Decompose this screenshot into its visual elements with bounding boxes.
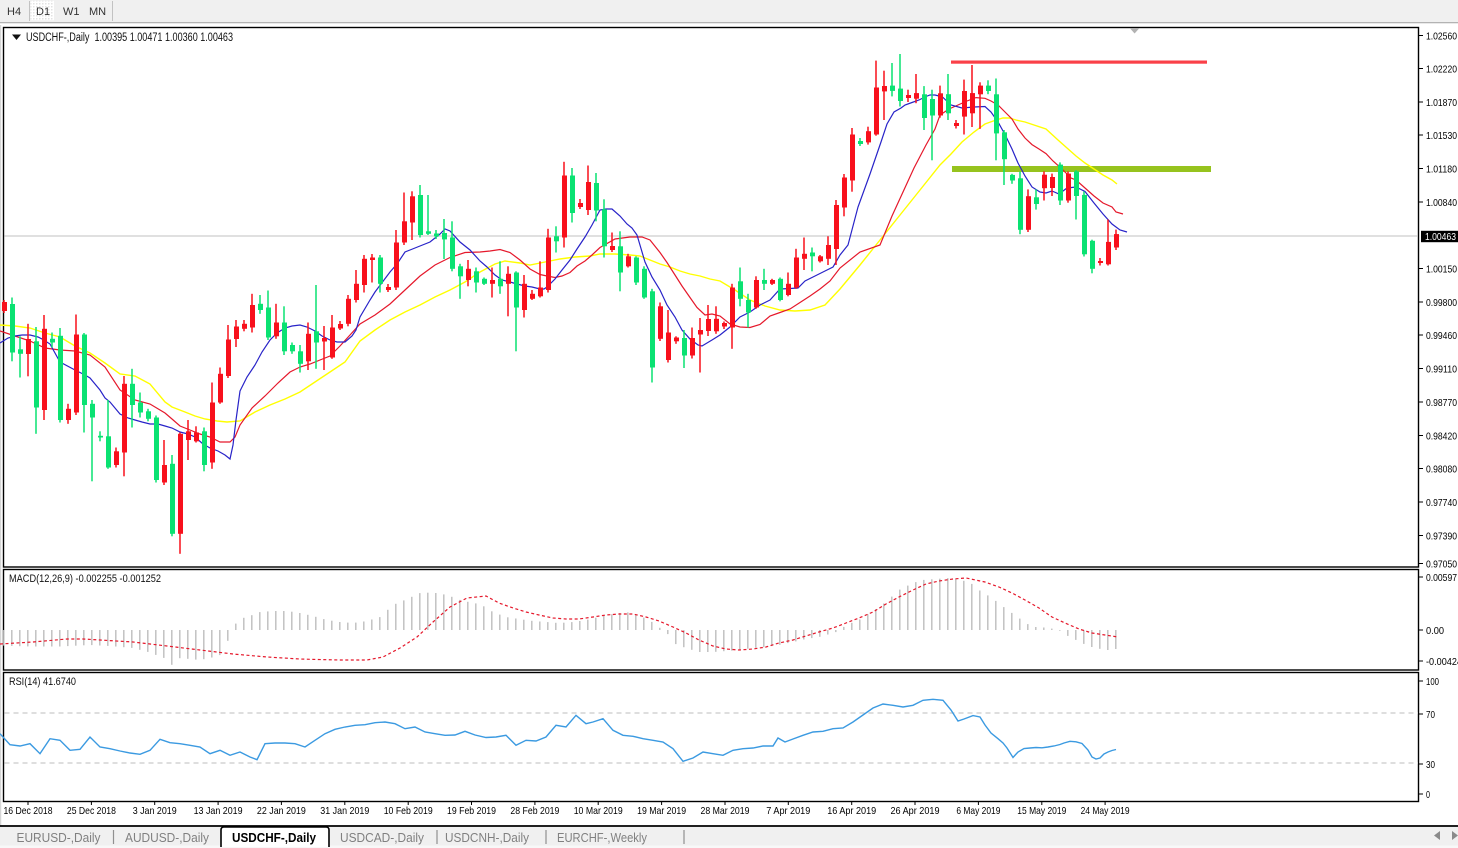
- svg-text:-0.00424: -0.00424: [1426, 656, 1458, 668]
- svg-text:26 Apr 2019: 26 Apr 2019: [891, 805, 940, 817]
- svg-text:1.01180: 1.01180: [1426, 164, 1457, 176]
- svg-text:0: 0: [1426, 789, 1430, 801]
- svg-text:3 Jan 2019: 3 Jan 2019: [133, 805, 177, 817]
- svg-text:19 Mar 2019: 19 Mar 2019: [637, 805, 686, 817]
- svg-text:1.01870: 1.01870: [1426, 97, 1457, 109]
- svg-text:10 Mar 2019: 10 Mar 2019: [574, 805, 623, 817]
- svg-text:0.98770: 0.98770: [1426, 397, 1457, 409]
- svg-text:19 Feb 2019: 19 Feb 2019: [447, 805, 496, 817]
- svg-text:MN: MN: [89, 6, 106, 18]
- svg-text:1.02220: 1.02220: [1426, 64, 1457, 76]
- svg-text:EURUSD-,Daily: EURUSD-,Daily: [17, 831, 102, 845]
- svg-text:1.01530: 1.01530: [1426, 130, 1457, 142]
- svg-text:24 May 2019: 24 May 2019: [1081, 805, 1130, 817]
- svg-text:0.97050: 0.97050: [1426, 559, 1457, 571]
- svg-text:0.00: 0.00: [1426, 625, 1444, 637]
- svg-text:D1: D1: [36, 6, 50, 18]
- svg-text:AUDUSD-,Daily: AUDUSD-,Daily: [125, 831, 210, 845]
- svg-text:1.00150: 1.00150: [1426, 264, 1457, 276]
- svg-text:100: 100: [1426, 676, 1439, 688]
- svg-text:16 Dec 2018: 16 Dec 2018: [4, 805, 53, 817]
- svg-text:USDCNH-,Daily: USDCNH-,Daily: [445, 831, 530, 845]
- svg-text:USDCHF-,Daily: USDCHF-,Daily: [232, 831, 316, 845]
- svg-text:USDCAD-,Daily: USDCAD-,Daily: [340, 831, 425, 845]
- svg-text:30: 30: [1426, 759, 1435, 771]
- svg-text:MACD(12,26,9) -0.002255 -0.001: MACD(12,26,9) -0.002255 -0.001252: [9, 573, 161, 585]
- svg-text:1.00840: 1.00840: [1426, 197, 1457, 209]
- svg-text:16 Apr 2019: 16 Apr 2019: [827, 805, 876, 817]
- svg-text:22 Jan 2019: 22 Jan 2019: [257, 805, 306, 817]
- svg-text:0.98080: 0.98080: [1426, 464, 1457, 476]
- svg-text:1.02560: 1.02560: [1426, 31, 1457, 43]
- svg-text:0.99460: 0.99460: [1426, 330, 1457, 342]
- svg-text:H4: H4: [7, 6, 21, 18]
- svg-text:0.99110: 0.99110: [1426, 364, 1457, 376]
- svg-text:70: 70: [1426, 709, 1435, 721]
- svg-text:0.97740: 0.97740: [1426, 497, 1457, 509]
- svg-text:RSI(14) 41.6740: RSI(14) 41.6740: [9, 676, 76, 688]
- svg-text:13 Jan 2019: 13 Jan 2019: [194, 805, 243, 817]
- svg-text:0.99800: 0.99800: [1426, 297, 1457, 309]
- svg-text:6 May 2019: 6 May 2019: [956, 805, 1000, 817]
- svg-text:25 Dec 2018: 25 Dec 2018: [67, 805, 116, 817]
- svg-text:10 Feb 2019: 10 Feb 2019: [384, 805, 433, 817]
- svg-text:W1: W1: [63, 6, 80, 18]
- svg-text:28 Mar 2019: 28 Mar 2019: [701, 805, 750, 817]
- svg-text:USDCHF-,Daily 1.00395 1.00471: USDCHF-,Daily 1.00395 1.00471 1.00360 1.…: [26, 32, 233, 44]
- svg-text:7 Apr 2019: 7 Apr 2019: [766, 805, 810, 817]
- svg-text:31 Jan 2019: 31 Jan 2019: [320, 805, 369, 817]
- svg-text:EURCHF-,Weekly: EURCHF-,Weekly: [557, 831, 648, 845]
- svg-text:0.00597: 0.00597: [1426, 572, 1457, 584]
- svg-text:0.98420: 0.98420: [1426, 431, 1457, 443]
- svg-text:28 Feb 2019: 28 Feb 2019: [510, 805, 559, 817]
- svg-text:1.00463: 1.00463: [1425, 231, 1456, 243]
- svg-text:0.97390: 0.97390: [1426, 531, 1457, 543]
- svg-text:15 May 2019: 15 May 2019: [1017, 805, 1066, 817]
